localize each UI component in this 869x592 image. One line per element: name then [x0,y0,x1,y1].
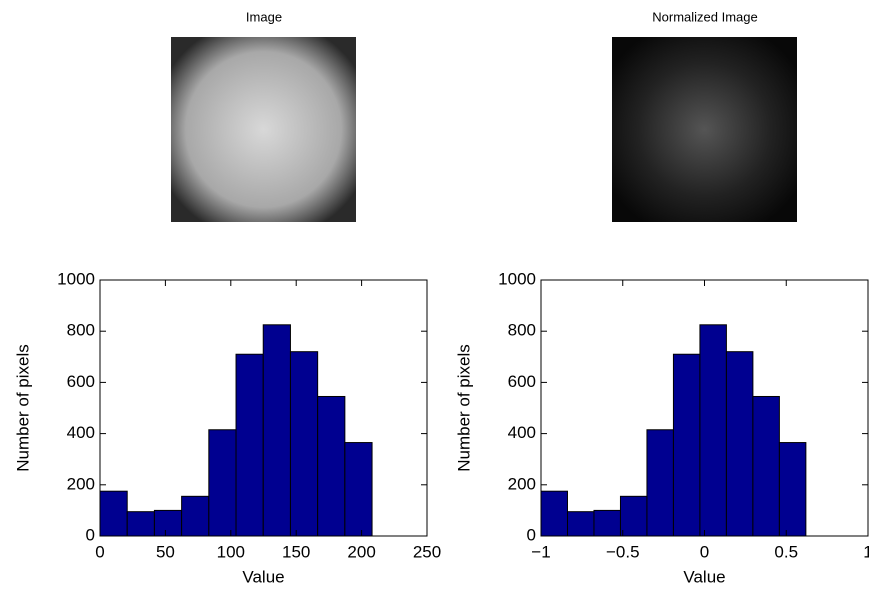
y-tick-label: 200 [67,474,95,493]
x-tick-label: 50 [156,542,175,561]
y-tick-label: 1000 [498,269,536,288]
x-tick-label: 200 [347,542,375,561]
bar [262,324,291,537]
bar [646,429,674,537]
x-tick-label: 1 [863,542,869,561]
bar [126,511,155,537]
bar [181,495,210,537]
y-tick-label: 600 [508,372,536,391]
x-tick-label: 250 [413,542,441,561]
y-tick-label: 400 [67,423,95,442]
bar [208,429,237,537]
bar [540,490,568,537]
bar [725,351,754,537]
y-tick-label: 1000 [57,269,95,288]
y-tick-label: 800 [508,321,536,340]
x-axis-label: Value [683,567,725,586]
bar [752,395,780,537]
bar [778,442,807,537]
y-tick-label: 200 [508,474,536,493]
bar [699,324,727,537]
bar [593,509,621,537]
bar [153,509,183,537]
axes-box [99,279,428,537]
bar [672,353,701,537]
bar [235,353,264,537]
image [612,37,797,222]
image [171,37,356,222]
bar [99,490,128,537]
x-tick-label: −1 [531,542,550,561]
y-axis-label: Number of pixels [454,344,473,472]
bar [619,495,648,537]
y-axis-label: Number of pixels [13,344,32,472]
image-title: Normalized Image [652,9,758,24]
y-tick-label: 800 [67,321,95,340]
x-tick-label: 0.5 [774,542,798,561]
y-tick-label: 0 [86,525,95,544]
x-tick-label: −0.5 [606,542,640,561]
x-tick-label: 0 [95,542,104,561]
image-title: Image [246,9,282,24]
bar [344,442,373,537]
x-tick-label: 0 [700,542,709,561]
bar [317,395,346,537]
bar [566,511,595,537]
bar [289,351,319,537]
y-tick-label: 600 [67,372,95,391]
x-tick-label: 100 [217,542,245,561]
x-axis-label: Value [242,567,284,586]
y-tick-label: 400 [508,423,536,442]
x-tick-label: 150 [282,542,310,561]
y-tick-label: 0 [527,525,536,544]
